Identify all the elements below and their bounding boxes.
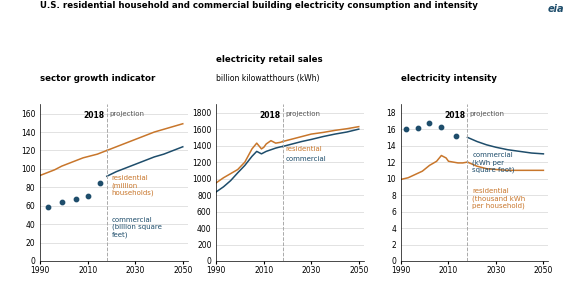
Point: [437, 124, 446, 129]
Text: U.S. residential household and commercial building electricity consumption and i: U.S. residential household and commercia…: [40, 1, 478, 10]
Point: [413, 126, 422, 130]
Text: eia: eia: [548, 4, 564, 14]
Text: residential: residential: [285, 146, 322, 152]
Text: residential
(thousand kWh
per household): residential (thousand kWh per household): [472, 188, 526, 209]
Text: 2018: 2018: [83, 111, 104, 120]
Point: [83, 193, 92, 198]
Text: projection: projection: [109, 111, 144, 117]
Point: [72, 197, 81, 202]
Text: sector growth indicator: sector growth indicator: [40, 74, 156, 83]
Text: electricity intensity: electricity intensity: [401, 74, 497, 83]
Text: commercial
(billion square
feet): commercial (billion square feet): [111, 217, 162, 238]
Point: [425, 121, 434, 126]
Text: projection: projection: [470, 111, 505, 117]
Point: [401, 127, 410, 131]
Point: [95, 180, 104, 185]
Text: commercial: commercial: [285, 155, 326, 162]
Text: billion kilowatthours (kWh): billion kilowatthours (kWh): [216, 74, 320, 83]
Point: [451, 133, 460, 138]
Text: projection: projection: [285, 111, 320, 117]
Point: [57, 200, 66, 204]
Text: residential
(million
households): residential (million households): [111, 175, 154, 196]
Text: electricity retail sales: electricity retail sales: [216, 55, 323, 64]
Text: 2018: 2018: [444, 111, 465, 120]
Text: commercial
(kWh per
square foot): commercial (kWh per square foot): [472, 152, 515, 173]
Text: 2018: 2018: [259, 111, 280, 120]
Point: [43, 204, 52, 209]
